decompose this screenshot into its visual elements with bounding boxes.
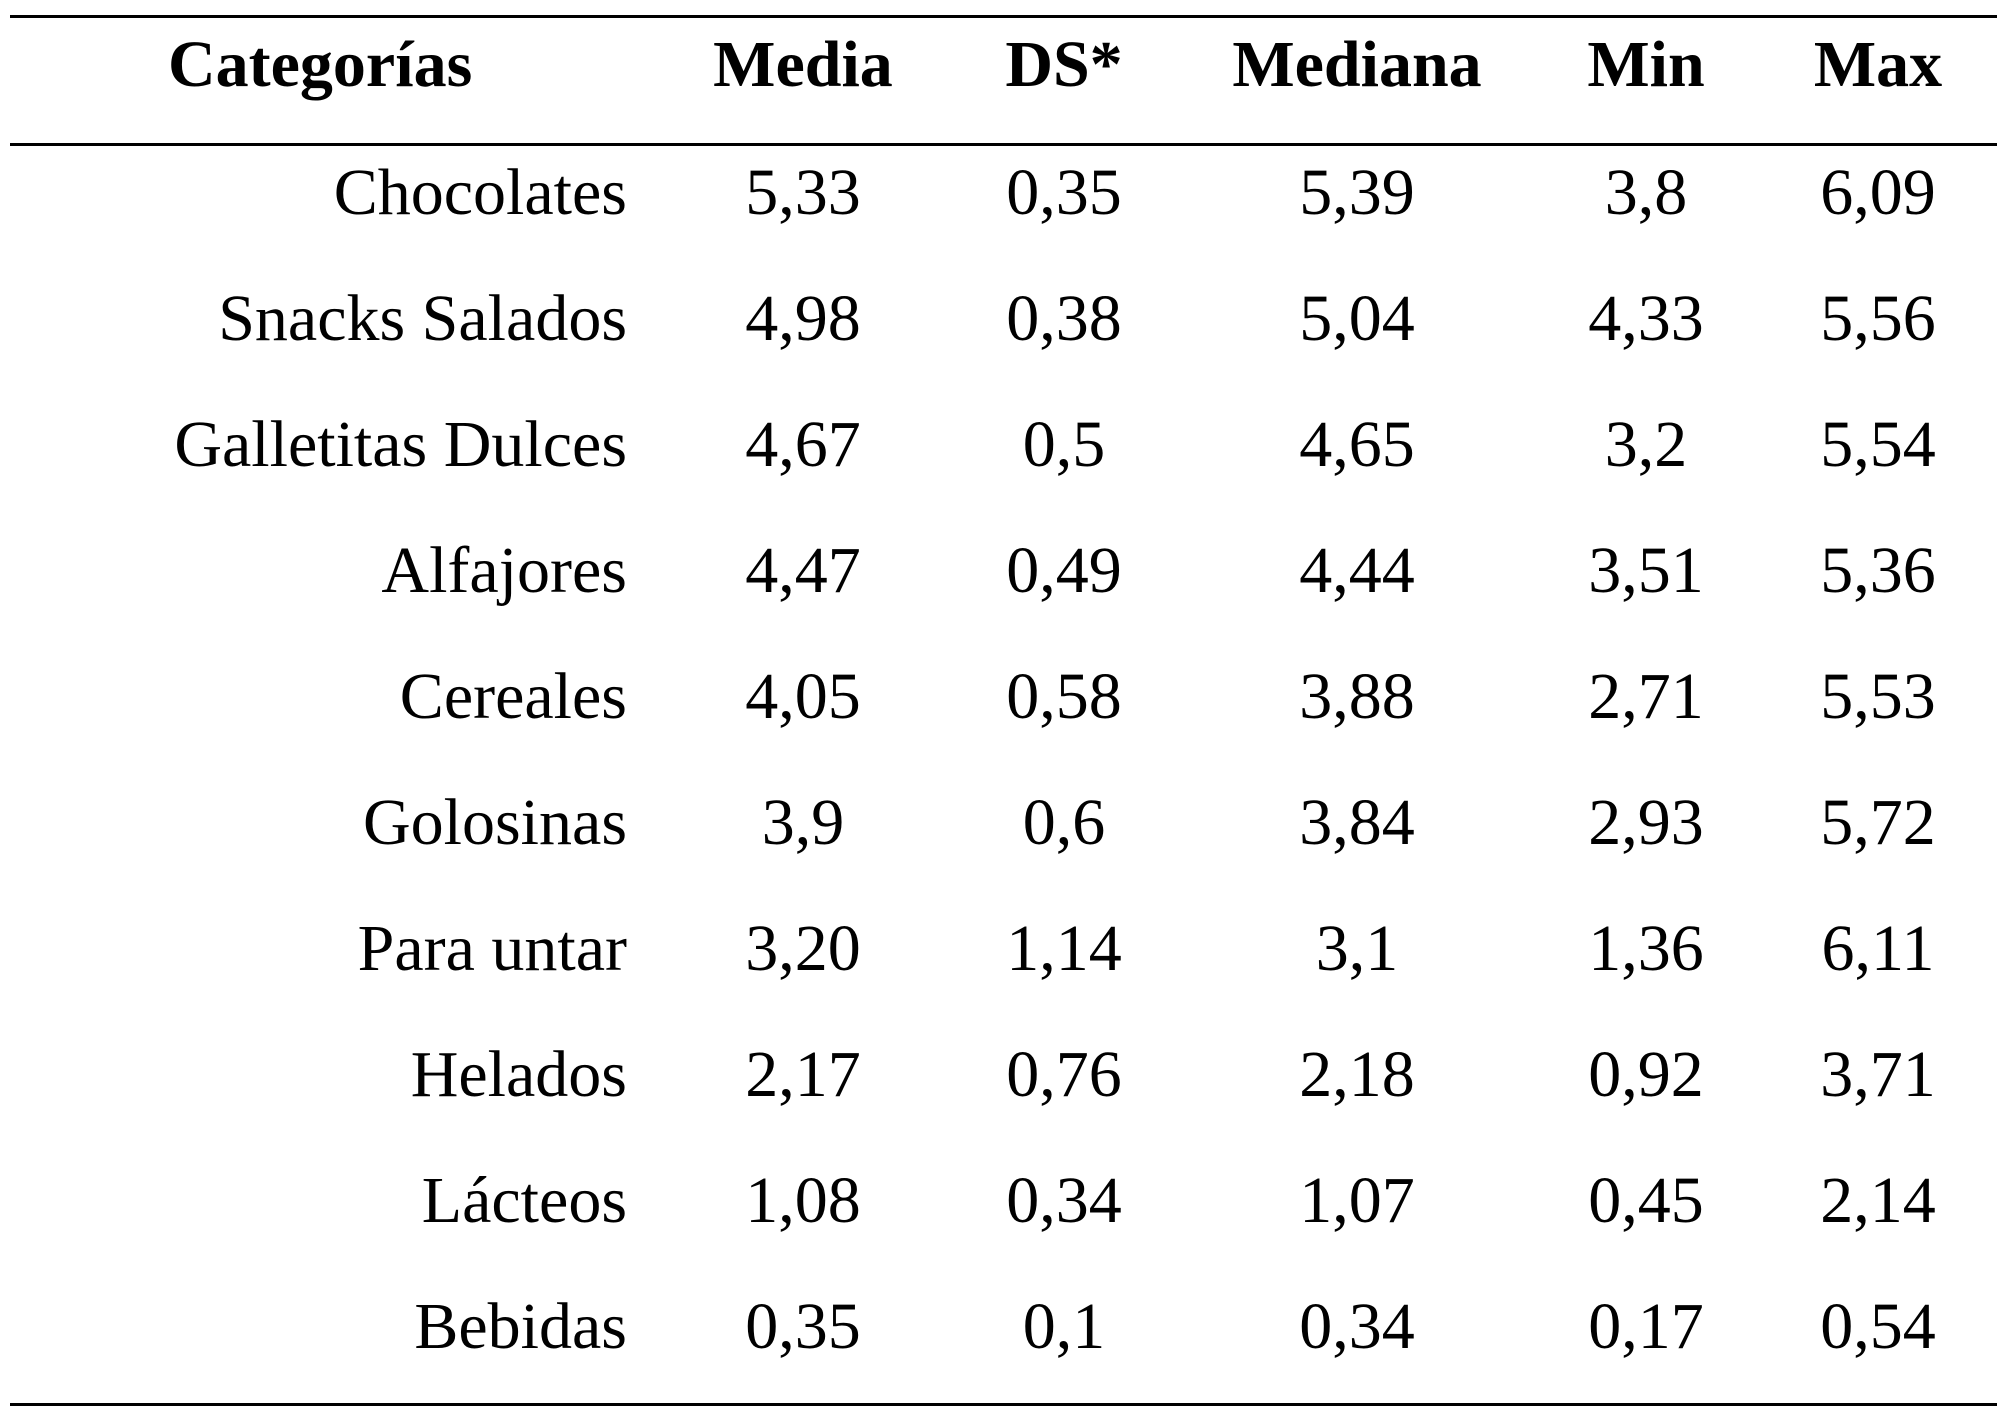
- cell-min: 4,33: [1588, 282, 1704, 355]
- cell-categoria: Cereales: [399, 660, 627, 733]
- cell-ds: 0,34: [1006, 1164, 1122, 1237]
- cell-media: 5,33: [745, 156, 861, 229]
- cell-ds: 0,49: [1006, 534, 1122, 607]
- cell-ds: 1,14: [1006, 912, 1122, 985]
- table-header-rule: [10, 143, 1997, 146]
- cell-mediana: 3,88: [1299, 660, 1415, 733]
- table-row: Cereales 4,05 0,58 3,88 2,71 5,53: [0, 664, 2000, 790]
- cell-min: 0,17: [1588, 1290, 1704, 1363]
- cell-media: 4,05: [745, 660, 861, 733]
- header-mediana: Mediana: [1232, 28, 1482, 101]
- table-row: Snacks Salados 4,98 0,38 5,04 4,33 5,56: [0, 286, 2000, 412]
- cell-max: 5,53: [1820, 660, 1936, 733]
- header-media: Media: [713, 28, 893, 101]
- cell-mediana: 3,84: [1299, 786, 1415, 859]
- cell-categoria: Para untar: [357, 912, 627, 985]
- table-row: Golosinas 3,9 0,6 3,84 2,93 5,72: [0, 790, 2000, 916]
- cell-media: 3,20: [745, 912, 861, 985]
- table-row: Bebidas 0,35 0,1 0,34 0,17 0,54: [0, 1294, 2000, 1420]
- cell-mediana: 0,34: [1299, 1290, 1415, 1363]
- cell-media: 1,08: [745, 1164, 861, 1237]
- cell-max: 5,72: [1820, 786, 1936, 859]
- cell-media: 4,67: [745, 408, 861, 481]
- cell-mediana: 1,07: [1299, 1164, 1415, 1237]
- header-categorias: Categorías: [168, 28, 473, 101]
- cell-max: 6,09: [1820, 156, 1936, 229]
- table-row: Lácteos 1,08 0,34 1,07 0,45 2,14: [0, 1168, 2000, 1294]
- cell-min: 3,2: [1604, 408, 1688, 481]
- cell-min: 3,51: [1588, 534, 1704, 607]
- cell-categoria: Galletitas Dulces: [174, 408, 627, 481]
- cell-categoria: Golosinas: [363, 786, 627, 859]
- cell-ds: 0,58: [1006, 660, 1122, 733]
- cell-media: 2,17: [745, 1038, 861, 1111]
- cell-categoria: Snacks Salados: [218, 282, 627, 355]
- cell-max: 2,14: [1820, 1164, 1936, 1237]
- cell-min: 1,36: [1588, 912, 1704, 985]
- table-row: Chocolates 5,33 0,35 5,39 3,8 6,09: [0, 160, 2000, 286]
- cell-mediana: 5,04: [1299, 282, 1415, 355]
- header-min: Min: [1587, 28, 1705, 101]
- cell-categoria: Alfajores: [381, 534, 627, 607]
- cell-media: 4,98: [745, 282, 861, 355]
- cell-mediana: 5,39: [1299, 156, 1415, 229]
- cell-ds: 0,1: [1022, 1290, 1106, 1363]
- cell-media: 0,35: [745, 1290, 861, 1363]
- cell-mediana: 3,1: [1315, 912, 1399, 985]
- table-bottom-rule: [10, 1403, 1997, 1406]
- table-top-rule: [10, 15, 1997, 18]
- cell-max: 6,11: [1821, 912, 1935, 985]
- cell-max: 3,71: [1820, 1038, 1936, 1111]
- cell-media: 4,47: [745, 534, 861, 607]
- cell-media: 3,9: [761, 786, 845, 859]
- cell-mediana: 2,18: [1299, 1038, 1415, 1111]
- cell-ds: 0,76: [1006, 1038, 1122, 1111]
- cell-ds: 0,5: [1022, 408, 1106, 481]
- table-row: Galletitas Dulces 4,67 0,5 4,65 3,2 5,54: [0, 412, 2000, 538]
- cell-categoria: Chocolates: [333, 156, 627, 229]
- cell-min: 3,8: [1604, 156, 1688, 229]
- table-row: Helados 2,17 0,76 2,18 0,92 3,71: [0, 1042, 2000, 1168]
- cell-mediana: 4,44: [1299, 534, 1415, 607]
- cell-mediana: 4,65: [1299, 408, 1415, 481]
- cell-max: 0,54: [1820, 1290, 1936, 1363]
- cell-min: 2,71: [1588, 660, 1704, 733]
- cell-ds: 0,6: [1022, 786, 1106, 859]
- cell-categoria: Bebidas: [414, 1290, 627, 1363]
- cell-max: 5,54: [1820, 408, 1936, 481]
- cell-min: 2,93: [1588, 786, 1704, 859]
- header-max: Max: [1813, 28, 1943, 101]
- cell-min: 0,92: [1588, 1038, 1704, 1111]
- cell-ds: 0,35: [1006, 156, 1122, 229]
- table-row: Para untar 3,20 1,14 3,1 1,36 6,11: [0, 916, 2000, 1042]
- cell-categoria: Helados: [410, 1038, 627, 1111]
- cell-categoria: Lácteos: [421, 1164, 627, 1237]
- cell-min: 0,45: [1588, 1164, 1704, 1237]
- header-ds: DS*: [1005, 28, 1123, 101]
- table-row: Alfajores 4,47 0,49 4,44 3,51 5,36: [0, 538, 2000, 664]
- cell-max: 5,56: [1820, 282, 1936, 355]
- cell-max: 5,36: [1820, 534, 1936, 607]
- cell-ds: 0,38: [1006, 282, 1122, 355]
